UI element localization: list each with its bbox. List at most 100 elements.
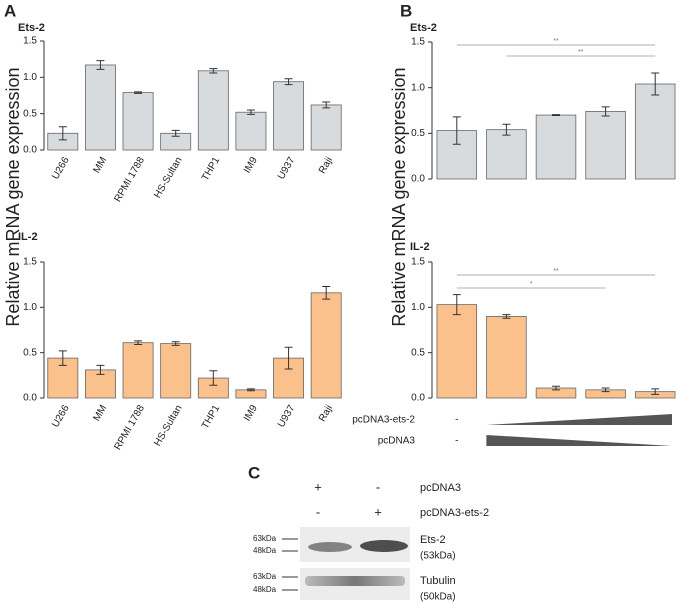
y-tick-label: 0.5 [23, 347, 37, 358]
x-tick-label: HS-Sultan [152, 403, 184, 448]
y-tick-label: 1.0 [23, 72, 37, 83]
significance-label: ** [553, 38, 559, 45]
bar [197, 70, 229, 151]
significance-label: ** [578, 49, 584, 56]
protein-size: (53kDa) [420, 551, 456, 562]
x-tick-label: HS-Sultan [152, 155, 184, 200]
error-bar [601, 387, 610, 393]
x-tick-label: U266 [50, 155, 72, 182]
y-tick-label: 1.0 [411, 302, 425, 313]
x-tick-label: U266 [50, 403, 72, 430]
treatment-control: - [455, 415, 458, 426]
panel-label: C [248, 463, 260, 482]
treatment-label: pcDNA3-ets-2 [352, 415, 415, 426]
bar [84, 64, 116, 151]
bar [436, 304, 478, 399]
blot-band [308, 542, 352, 552]
y-tick-label: 1.0 [411, 82, 425, 93]
protein-size: (50kDa) [420, 592, 456, 603]
bar [273, 81, 305, 151]
x-tick-label: U937 [276, 155, 298, 182]
treatment-wedge [486, 414, 672, 425]
bar [235, 111, 267, 151]
error-bar [209, 68, 218, 74]
error-bar [502, 314, 511, 319]
x-tick-label: IM9 [242, 403, 260, 423]
y-tick-label: 0.0 [23, 145, 37, 156]
bar [160, 343, 192, 399]
error-bar [284, 346, 293, 370]
y-tick-label: 0.0 [411, 393, 425, 404]
chart-title: IL-2 [18, 231, 38, 243]
x-tick-label: IM9 [242, 155, 260, 175]
y-tick-label: 0.5 [23, 108, 37, 119]
error-bar [246, 388, 255, 392]
error-bar [209, 370, 218, 386]
treatment-label: pcDNA3 [378, 436, 416, 447]
error-bar [552, 385, 560, 391]
error-bar [284, 78, 293, 86]
x-tick-label: MM [91, 403, 109, 423]
error-bar [651, 72, 660, 96]
y-tick-label: 0.0 [411, 174, 425, 185]
y-tick-label: 1.5 [411, 257, 425, 268]
x-tick-label: THP1 [200, 403, 223, 431]
treatment-wedge [486, 435, 672, 446]
y-tick-label: 1.5 [23, 36, 37, 47]
x-tick-label: RPMI 1788 [112, 155, 147, 204]
marker-label: 48kDa [253, 546, 277, 555]
y-axis-label: Relative mRNA gene expression [3, 67, 23, 326]
bar [535, 114, 577, 180]
bar [310, 292, 342, 399]
condition-name: pcDNA3 [420, 482, 461, 494]
error-bar [134, 340, 143, 346]
error-bar [96, 364, 105, 375]
protein-name: Tubulin [420, 575, 456, 587]
y-axis-label: Relative mRNA gene expression [389, 67, 409, 326]
bar [634, 83, 676, 180]
condition-sign: - [376, 479, 380, 494]
marker-label: 63kDa [253, 572, 277, 581]
significance-label: ** [553, 268, 559, 275]
bar [486, 315, 527, 399]
significance-label: * [530, 281, 533, 288]
panel-label: A [4, 1, 16, 20]
bar [310, 104, 342, 151]
x-tick-label: U937 [276, 403, 298, 430]
error-bar [134, 91, 143, 94]
error-bar [452, 116, 461, 145]
blot-band [360, 540, 408, 552]
blot-band [305, 576, 405, 586]
panel-label: B [400, 1, 412, 20]
x-tick-label: Raji [317, 403, 335, 423]
y-tick-label: 0.5 [411, 128, 425, 139]
bar [122, 342, 154, 399]
bar [585, 111, 626, 180]
error-bar [552, 114, 560, 117]
x-tick-label: THP1 [200, 155, 223, 183]
x-tick-label: RPMI 1788 [112, 403, 147, 452]
x-tick-label: Raji [317, 155, 335, 175]
error-bar [322, 101, 331, 109]
error-bar [58, 350, 67, 366]
error-bar [502, 123, 511, 136]
condition-name: pcDNA3-ets-2 [420, 507, 489, 519]
y-tick-label: 1.0 [23, 302, 37, 313]
y-tick-label: 0.5 [411, 347, 425, 358]
marker-label: 63kDa [253, 534, 277, 543]
error-bar [601, 106, 610, 117]
error-bar [96, 60, 105, 70]
error-bar [246, 109, 255, 115]
condition-sign: + [314, 479, 322, 494]
protein-name: Ets-2 [420, 534, 446, 546]
bar [486, 129, 527, 180]
marker-label: 48kDa [253, 585, 277, 594]
treatment-control: - [455, 436, 458, 447]
chart-title: Ets-2 [410, 22, 437, 34]
y-tick-label: 0.0 [23, 393, 37, 404]
error-bar [651, 388, 660, 395]
chart-title: Ets-2 [18, 22, 45, 34]
condition-sign: + [374, 504, 382, 519]
y-tick-label: 1.5 [411, 37, 425, 48]
